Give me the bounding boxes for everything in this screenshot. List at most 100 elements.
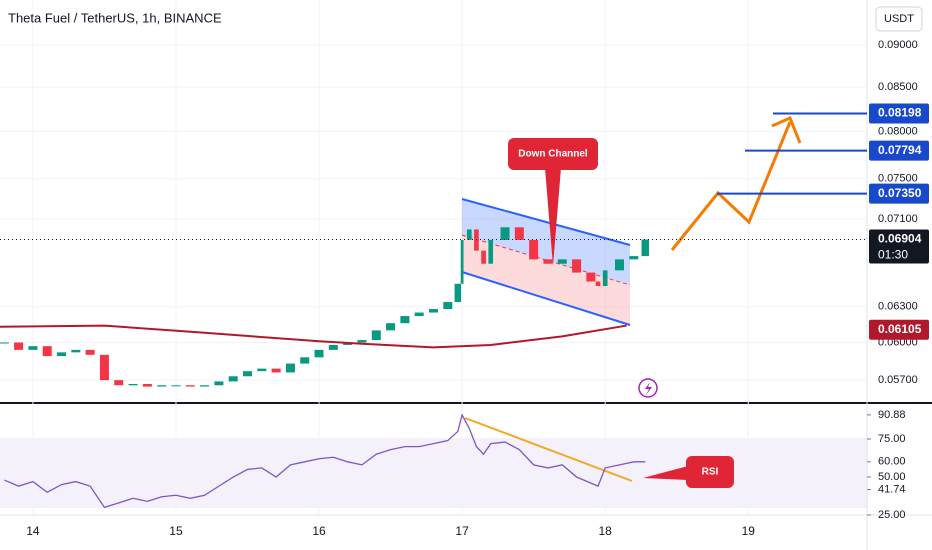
candle: [243, 371, 253, 377]
level-box: [869, 140, 929, 161]
candle: [271, 368, 281, 373]
y-tick-label: 0.06300: [878, 301, 918, 313]
candle: [85, 349, 95, 355]
main-pane: [0, 0, 867, 403]
last-price-label: 0.06904: [878, 232, 922, 246]
rsi-tick-label: 90.88: [878, 409, 906, 421]
candle: [285, 363, 295, 373]
rsi-tick-label: 41.74: [878, 483, 906, 495]
candle: [157, 385, 167, 387]
candle: [500, 227, 510, 240]
candle: [481, 250, 486, 264]
callout-pointer: [643, 466, 688, 480]
candle: [57, 352, 67, 357]
candle: [474, 229, 479, 251]
candle: [257, 368, 267, 372]
candle: [228, 376, 238, 382]
event-icon[interactable]: [638, 378, 658, 398]
candle: [529, 239, 539, 260]
y-tick-label: 0.07500: [878, 173, 918, 185]
candle: [443, 302, 453, 310]
rsi-tick-label: 25.00: [878, 509, 906, 521]
callout-text: Down Channel: [518, 149, 588, 160]
x-tick-label: 15: [169, 524, 183, 538]
ma-label: 0.06105: [878, 322, 922, 336]
bolt: [645, 382, 652, 395]
y-tick-label: 0.08000: [878, 125, 918, 137]
candle: [514, 227, 524, 240]
countdown: 01:30: [878, 248, 908, 262]
level-box: [869, 183, 929, 204]
symbol-title[interactable]: Theta Fuel / TetherUS, 1h, BINANCE: [8, 10, 222, 25]
candle: [128, 383, 138, 386]
x-tick-label: 17: [455, 524, 469, 538]
x-tick-label: 16: [312, 524, 326, 538]
rsi-band: [0, 438, 867, 508]
projection-arrow: [670, 121, 792, 251]
candle: [572, 259, 582, 273]
currency-box[interactable]: [875, 6, 923, 32]
candle: [185, 385, 195, 387]
candle: [488, 239, 494, 264]
candle: [595, 281, 601, 287]
candle: [400, 316, 410, 324]
candle: [71, 349, 81, 353]
candle: [42, 346, 52, 357]
candle: [602, 270, 608, 287]
candle: [543, 259, 553, 264]
x-tick-label: 14: [26, 524, 40, 538]
candle: [200, 385, 210, 387]
callout: [508, 138, 598, 170]
level-label: 0.07350: [878, 186, 922, 200]
y-tick-label: 0.07100: [878, 213, 918, 225]
candle: [114, 380, 124, 386]
candle: [357, 340, 367, 343]
rsi-line: [4, 413, 646, 509]
candle: [460, 239, 464, 284]
currency: USDT: [884, 13, 914, 25]
candle: [99, 354, 109, 381]
candle: [414, 312, 424, 317]
rsi-tick-label: 60.00: [878, 456, 906, 468]
x-tick-label: 18: [599, 524, 613, 538]
candle: [328, 344, 338, 350]
candle: [14, 342, 24, 350]
y-tick-label: 0.05700: [878, 374, 918, 386]
x-tick-label: 19: [742, 524, 756, 538]
marks: [0, 227, 649, 387]
level-label: 0.07794: [878, 143, 922, 157]
candle: [586, 272, 596, 282]
ma-box: [869, 319, 929, 340]
level-label: 0.08198: [878, 106, 922, 120]
candle: [454, 283, 462, 303]
rsi-tick-label: 50.00: [878, 471, 906, 483]
moving-average: [0, 324, 627, 349]
candle: [614, 259, 624, 271]
candle: [429, 309, 438, 313]
candle: [0, 342, 9, 344]
callout: [686, 456, 734, 488]
channel-upper: [462, 199, 630, 285]
candle: [142, 383, 152, 387]
callout-text: RSI: [702, 467, 719, 478]
y-tick-label: 0.08500: [878, 81, 918, 93]
level-box: [869, 103, 929, 124]
callout-pointer: [545, 168, 561, 266]
rsi-tick-label: 75.00: [878, 433, 906, 445]
candle: [300, 357, 310, 364]
candle: [171, 385, 181, 387]
candle: [641, 239, 649, 257]
channel-line: [461, 198, 631, 246]
y-tick-label: 0.09000: [878, 39, 918, 51]
last-price-box: [869, 229, 929, 264]
candle: [28, 346, 38, 350]
candle: [466, 229, 472, 240]
channel-lower: [462, 235, 630, 325]
channel-line: [461, 271, 631, 326]
candle: [314, 349, 324, 358]
arrow-head: [771, 115, 802, 144]
candle: [557, 259, 567, 264]
candle: [386, 323, 396, 331]
candle: [629, 256, 639, 260]
